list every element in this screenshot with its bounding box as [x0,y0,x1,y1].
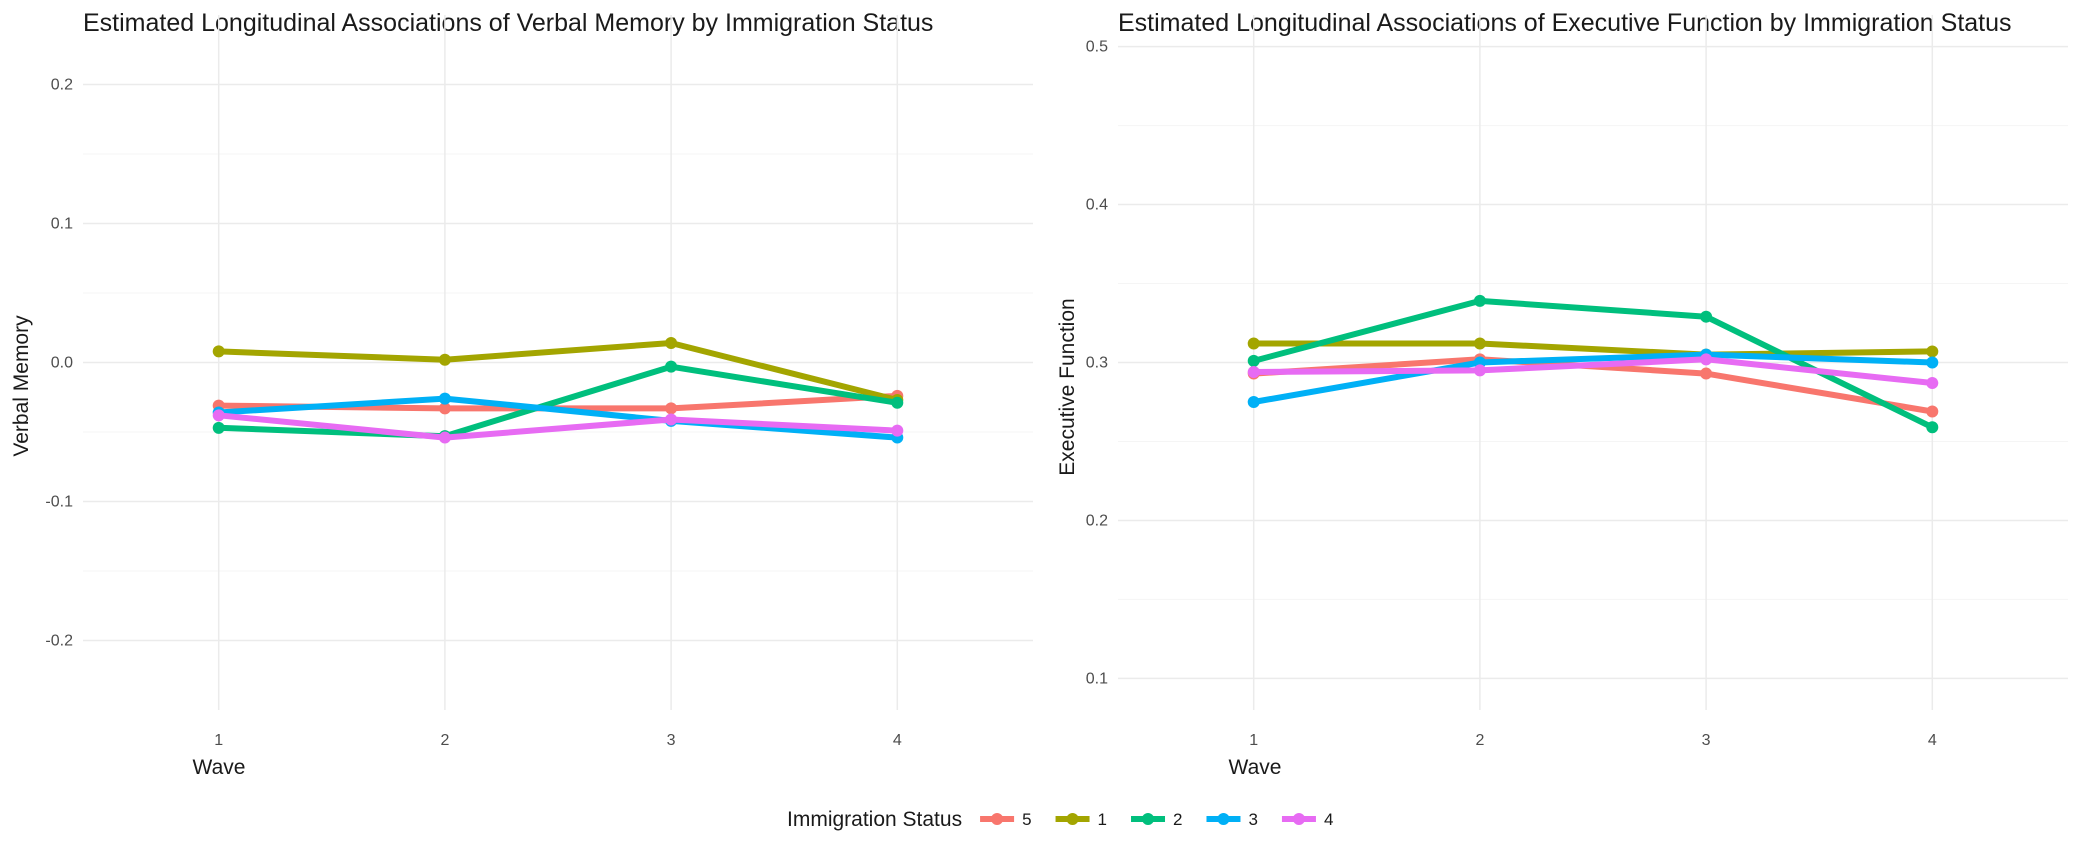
verbal-memory-series-line-4 [218,412,898,441]
verbal-memory-y-tick-label: 0.2 [51,77,73,94]
verbal-memory-series-point-3 [438,392,451,405]
executive-function-series-point-1 [1926,345,1939,358]
verbal-memory-series-point-4 [212,409,225,422]
legend-label: 2 [1173,810,1182,829]
legend-item-3: 3 [1206,810,1258,829]
legend-items: 5 1 2 3 4 [980,810,1333,829]
verbal-memory-chart-title: Estimated Longitudinal Associations of V… [83,9,933,37]
verbal-memory-series-point-2 [665,360,678,373]
executive-function-y-tick-label: 0.2 [1086,512,1108,529]
legend-label: 1 [1098,810,1107,829]
verbal-memory-series-point-2 [891,396,904,409]
executive-function-series-point-4 [1926,377,1939,390]
executive-function-x-tick-label: 1 [1249,732,1258,749]
verbal-memory-series-point-4 [891,424,904,437]
verbal-memory-series-point-1 [665,337,678,350]
executive-function-series-point-5 [1926,405,1939,418]
executive-function-series-line-4 [1253,356,1933,386]
executive-function-x-tick-label: 4 [1928,732,1937,749]
verbal-memory-x-tick-label: 1 [214,732,223,749]
verbal-memory-x-tick-label: 4 [893,732,902,749]
executive-function-ticks: 0.5 0.4 0.3 0.2 0.1 1 2 3 4 [1086,39,1937,749]
verbal-memory-x-tick-label: 2 [440,732,449,749]
verbal-memory-series-point-4 [665,413,678,426]
legend-item-4: 4 [1281,810,1333,829]
executive-function-series-point-2 [1247,354,1260,367]
legend-label: 3 [1248,810,1257,829]
legend-item-5: 5 [980,810,1032,829]
legend-item-2: 2 [1131,810,1182,829]
executive-function-series-point-2 [1700,310,1713,323]
executive-function-series-point-4 [1700,353,1713,366]
executive-function-series-line-3 [1253,351,1933,405]
executive-function-y-tick-label: 0.1 [1086,670,1108,687]
verbal-memory-series [212,337,904,444]
legend-label: 5 [1022,810,1031,829]
verbal-memory-y-tick-label: -0.2 [45,633,73,650]
executive-function-series-point-2 [1473,294,1486,307]
verbal-memory-ticks: 0.2 0.1 0.0 -0.1 -0.2 1 2 3 4 [45,77,901,750]
verbal-memory-y-tick-label: -0.1 [45,494,73,511]
executive-function-series-line-1 [1253,340,1933,358]
executive-function-series-point-2 [1926,421,1939,434]
legend-item-1: 1 [1055,810,1107,829]
executive-function-x-axis-title: Wave [1229,756,1282,779]
verbal-memory-series-line-3 [218,395,898,441]
verbal-memory-y-tick-label: 0.0 [51,355,73,372]
verbal-memory-y-axis-title: Verbal Memory [10,315,33,457]
legend-key-point [1217,813,1230,825]
executive-function-series-point-3 [1926,356,1939,369]
executive-function-panel: Estimated Longitudinal Associations of E… [1056,9,2068,779]
verbal-memory-series-line-1 [218,340,899,403]
executive-function-series [1247,294,1939,434]
executive-function-y-tick-label: 0.3 [1086,355,1108,372]
verbal-memory-series-line-2 [218,363,898,440]
executive-function-y-axis-title: Executive Function [1056,298,1079,475]
legend-title: Immigration Status [787,808,962,831]
legend-key-point [1066,813,1079,825]
verbal-memory-series-point-4 [438,431,451,444]
executive-function-series-point-5 [1700,367,1713,380]
executive-function-series-point-1 [1247,337,1260,350]
verbal-memory-y-tick-label: 0.1 [51,216,73,233]
executive-function-y-tick-label: 0.5 [1086,39,1108,56]
legend-key-point [1292,813,1305,825]
legend-label: 4 [1324,810,1333,829]
verbal-memory-series-point-1 [212,345,225,358]
legend-key-point [1142,813,1155,825]
verbal-memory-series-point-2 [212,421,225,434]
executive-function-x-tick-label: 3 [1702,732,1711,749]
legend: Immigration Status 5 1 2 3 4 [787,808,1333,831]
verbal-memory-series-point-5 [665,402,678,415]
executive-function-x-tick-label: 2 [1475,732,1484,749]
executive-function-chart-title: Estimated Longitudinal Associations of E… [1118,9,2012,37]
verbal-memory-panel: Estimated Longitudinal Associations of V… [10,9,1033,779]
verbal-memory-x-tick-label: 3 [667,732,676,749]
executive-function-series-point-4 [1473,364,1486,377]
verbal-memory-series-point-1 [438,353,451,366]
executive-function-series-point-1 [1473,337,1486,350]
verbal-memory-series-point-5 [438,402,451,415]
executive-function-series-point-4 [1247,365,1260,378]
verbal-memory-x-axis-title: Wave [193,756,246,779]
legend-key-point [991,813,1004,825]
executive-function-y-tick-label: 0.4 [1086,197,1108,214]
executive-function-series-point-3 [1247,395,1260,408]
